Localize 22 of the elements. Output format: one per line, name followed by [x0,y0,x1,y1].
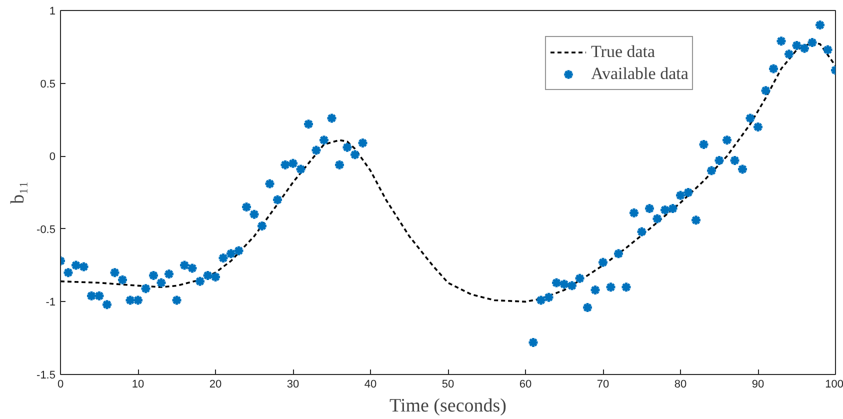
y-tick-label: -0.5 [36,224,56,236]
y-tick-label: 0.5 [40,78,56,90]
x-tick-label: 40 [364,378,377,390]
legend-label: True data [591,41,656,63]
x-tick-label: 50 [442,378,454,390]
y-tick-label: 1 [49,6,56,18]
y-tick-label: 0 [49,151,56,164]
y-axis-title: b₁₁ [8,181,29,204]
y-tick-label: -1.5 [36,370,56,382]
line-series [60,42,836,303]
x-tick-label: 30 [286,378,300,390]
x-tick-label: 60 [519,378,532,390]
x-tick-label: 10 [132,378,144,390]
x-tick-label: 70 [596,378,610,390]
x-tick-label: 100 [825,378,843,390]
x-tick-label: 90 [752,378,764,390]
y-tick-label: -1 [46,296,56,309]
x-tick-label: 0 [57,378,64,390]
x-tick-label: 80 [674,378,687,390]
legend-label: Available data [591,63,688,85]
x-tick-label: 20 [209,378,222,390]
x-axis-title: Time (seconds) [390,396,507,416]
